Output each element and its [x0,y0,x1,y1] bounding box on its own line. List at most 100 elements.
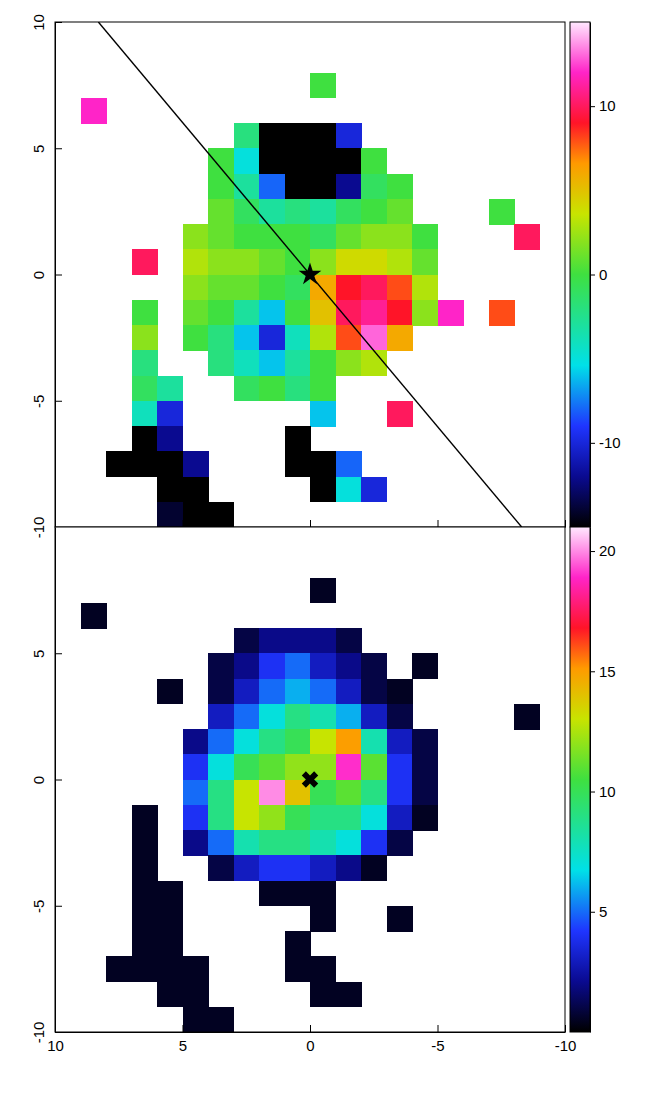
cell [336,300,362,326]
cell [285,199,311,225]
tick-mark [183,520,184,527]
cell [132,931,158,957]
cell [285,881,311,907]
cell [387,780,413,806]
tick-label: 0 [599,266,607,283]
tick-mark [55,275,62,276]
cell [336,729,362,755]
cell [387,805,413,831]
cell [234,123,260,149]
cell [310,350,336,376]
tick: 10 [47,1025,64,1054]
cell [361,704,387,730]
cell [361,275,387,301]
cell [157,906,183,932]
cell [285,855,311,881]
cell [285,956,311,982]
cell [259,148,285,174]
cell [259,174,285,200]
tick-mark [55,22,62,23]
tick-label: -10 [555,1037,577,1054]
x-axis [56,520,566,528]
cell [285,830,311,856]
tick-mark [438,1025,439,1032]
cell [361,830,387,856]
cell [310,148,336,174]
cell [183,1007,209,1032]
cell [361,679,387,705]
cell [132,956,158,982]
cell [183,780,209,806]
cell [310,123,336,149]
tick [565,520,566,527]
cell [234,729,260,755]
cell [387,906,413,932]
cell [336,855,362,881]
tick: 5 [179,1025,187,1054]
cell [387,704,413,730]
cell [183,830,209,856]
tick-mark [55,401,62,402]
cell [285,426,311,452]
cell [132,401,158,427]
tick: 0 [30,776,62,784]
cell [412,653,438,679]
tick-mark [55,1025,56,1032]
cell [514,224,540,250]
axis-line [56,1032,566,1033]
cell [234,249,260,275]
cell [412,224,438,250]
cell [336,275,362,301]
cell [208,1007,234,1032]
cell [489,300,515,326]
tick: 5 [30,145,62,153]
cell [208,350,234,376]
cell [285,679,311,705]
tick [183,520,184,527]
cell [310,982,336,1008]
cell [412,275,438,301]
cell [285,300,311,326]
cell [259,754,285,780]
cell [208,325,234,351]
cell [387,325,413,351]
cell [310,830,336,856]
cell [259,224,285,250]
cell [387,249,413,275]
cell [81,98,107,124]
cell [514,704,540,730]
cell [208,704,234,730]
cell [259,830,285,856]
cell [208,805,234,831]
cell [132,830,158,856]
tick: -5 [30,395,62,408]
cell [310,679,336,705]
cell [234,780,260,806]
cell [336,982,362,1008]
tick-mark [590,443,595,444]
cell [489,199,515,225]
cell [285,729,311,755]
tick-label: -10 [599,434,621,451]
cell [183,300,209,326]
cell [132,426,158,452]
tick-label: -5 [30,395,47,408]
cell [208,855,234,881]
cell [310,73,336,99]
tick-label: 5 [179,1037,187,1054]
x-axis: 1050-5-10 [47,1025,576,1054]
cell [234,653,260,679]
cell [183,477,209,503]
tick-label: 0 [30,271,47,279]
cell [387,679,413,705]
tick-label: 10 [599,783,616,800]
cell [361,199,387,225]
cell [183,502,209,527]
cell [208,502,234,527]
colorbar-ramp [570,22,590,527]
cell [259,679,285,705]
tick-mark [590,792,595,793]
cell [157,679,183,705]
cell [208,780,234,806]
tick [55,520,56,527]
